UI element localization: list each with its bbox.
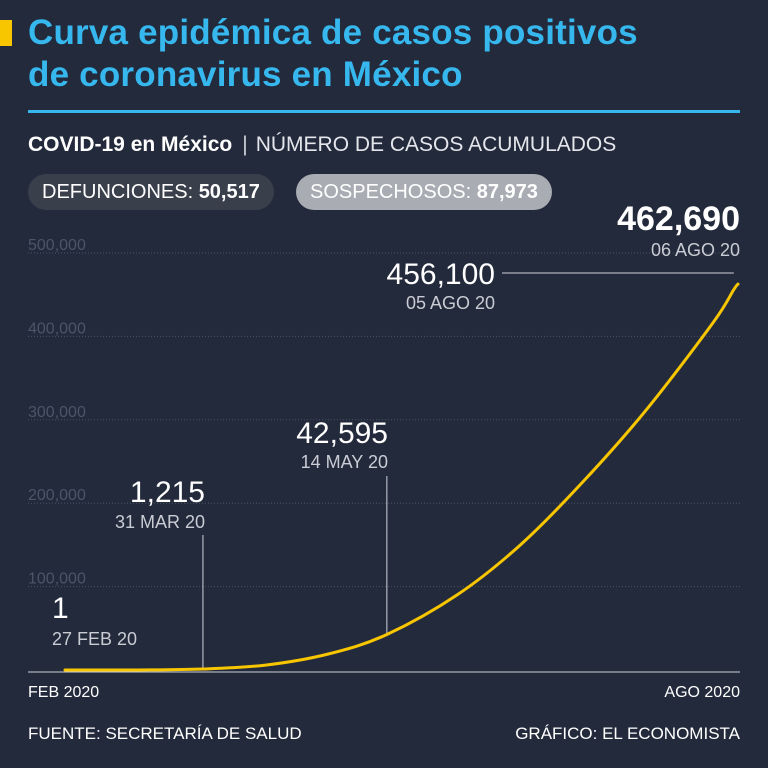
suspects-badge: SOSPECHOSOS: 87,973	[296, 174, 552, 210]
deaths-label: DEFUNCIONES:	[42, 181, 194, 203]
suspects-value: 87,973	[476, 181, 538, 203]
y-tick-label: 100,000	[28, 571, 86, 588]
annotation-date: 27 FEB 20	[52, 629, 137, 649]
x-start-label: FEB 2020	[28, 684, 99, 701]
y-tick-label: 300,000	[28, 404, 86, 421]
deaths-badge: DEFUNCIONES: 50,517	[28, 174, 274, 210]
footer-source: FUENTE: SECRETARÍA DE SALUD	[28, 724, 302, 743]
y-tick-label: 500,000	[28, 237, 86, 254]
annotation-value: 462,690	[617, 200, 740, 238]
y-tick-label: 200,000	[28, 487, 86, 504]
annotation-value: 42,595	[296, 417, 388, 450]
y-tick-label: 400,000	[28, 320, 86, 337]
chart-subtitle: COVID-19 en México | NÚMERO DE CASOS ACUMU…	[28, 133, 616, 157]
annotation-date: 31 MAR 20	[115, 512, 205, 532]
accent-bar	[0, 20, 12, 46]
subtitle-metric: NÚMERO DE CASOS ACUMULADOS	[255, 133, 617, 156]
subtitle-country: COVID-19 en México	[28, 133, 233, 156]
annotation-value: 1	[52, 592, 69, 625]
title-line-2: de coronavirus en México	[28, 55, 463, 94]
deaths-value: 50,517	[198, 181, 260, 203]
annotation-date: 06 AGO 20	[651, 240, 740, 260]
subtitle-separator: |	[242, 133, 248, 156]
cases-line	[63, 282, 740, 672]
suspects-label: SOSPECHOSOS:	[310, 181, 472, 203]
annotation-value: 1,215	[130, 476, 205, 509]
footer-credit: GRÁFICO: EL ECONOMISTA	[515, 724, 740, 743]
title-divider	[28, 110, 740, 113]
x-end-label: AGO 2020	[664, 684, 740, 701]
annotation-value: 456,100	[387, 258, 495, 291]
annotation-date: 14 MAY 20	[301, 452, 388, 472]
annotation-date: 05 AGO 20	[406, 293, 495, 313]
page-title: Curva epidémica de casos positivos de co…	[28, 12, 748, 96]
title-line-1: Curva epidémica de casos positivos	[28, 13, 638, 52]
